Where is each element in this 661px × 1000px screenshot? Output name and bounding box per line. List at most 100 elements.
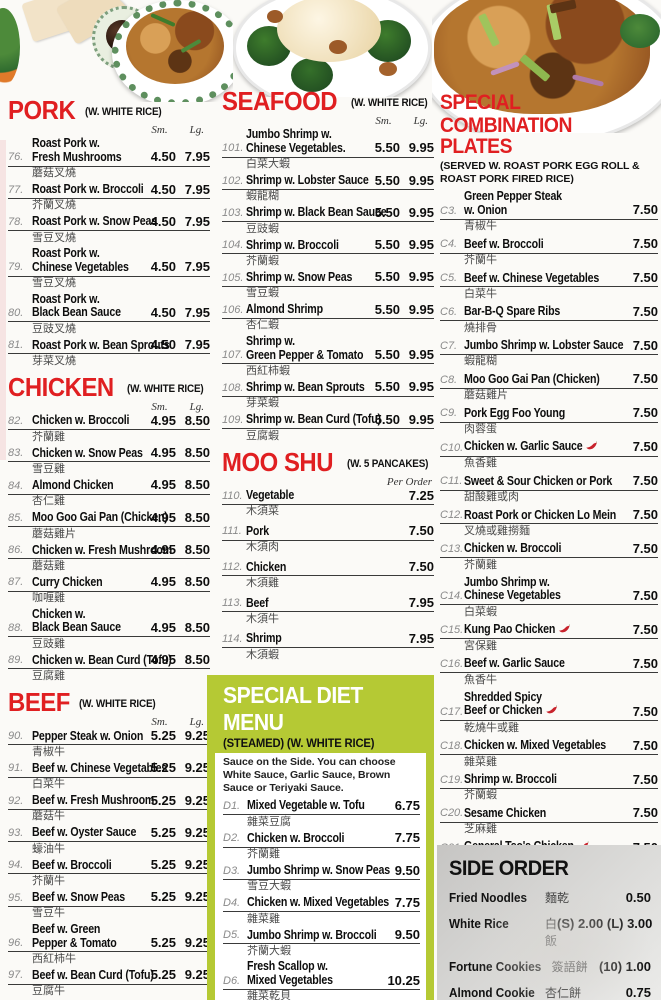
menu-item-row: D4. Chicken w. Mixed Vegetables 7.75 <box>223 895 420 913</box>
item-prices: 7.50 <box>612 541 658 556</box>
item-name: Beef w. Fresh Mushroom <box>32 793 155 808</box>
item-prices: 5.50 9.95 <box>366 302 434 317</box>
item-name: Pork <box>246 523 269 538</box>
price-column-headers: Per Order <box>222 475 434 489</box>
menu-item-row: 113. Beef 7.95 <box>222 595 434 613</box>
menu-item: 109. Shrimp w. Bean Curd (Tofu) 5.50 9.95 豆腐… <box>222 412 434 442</box>
item-name-chinese: 蘑菇牛 <box>32 810 65 823</box>
large-label: Lg. <box>413 115 428 127</box>
item-prices: 7.95 <box>388 631 434 646</box>
small-label: Sm. <box>151 124 168 136</box>
price-value: 4.50 <box>150 181 176 197</box>
price-value: 5.25 <box>150 824 176 840</box>
price-value: 9.25 <box>184 934 210 950</box>
item-name: Shrimp w. Green Pepper & Tomato <box>246 333 364 362</box>
price-value: 4.95 <box>150 652 176 668</box>
item-prices: 4.50 7.95 <box>142 181 210 197</box>
item-prices: 4.50 7.95 <box>142 149 210 164</box>
menu-item: 77. Roast Pork w. Broccoli 4.50 7.95 芥蘭叉燒 <box>8 181 210 212</box>
item-name-chinese: 雪豆牛 <box>32 907 65 920</box>
item-name: Beef w. Snow Peas <box>32 890 125 904</box>
price-value: 9.95 <box>408 172 434 188</box>
item-name-chinese: 木須雞 <box>246 576 279 589</box>
item-prices: 5.25 9.25 <box>142 967 210 982</box>
price-value: 4.95 <box>150 542 176 558</box>
item-number: D4. <box>223 896 241 909</box>
item-number: 97. <box>8 969 24 982</box>
item-name-chinese: 雜菜豆腐 <box>247 815 291 828</box>
menu-item: 94. Beef w. Broccoli 5.25 9.25 芥蘭牛 <box>8 857 210 887</box>
section-subtitle: (W. 5 PANCAKES) <box>346 457 429 470</box>
menu-item-row: 102. Shrimp w. Lobster Sauce 5.50 9.95 <box>222 172 434 190</box>
item-name: Beef w. Broccoli <box>32 857 112 872</box>
price-value: 9.95 <box>408 237 434 253</box>
chow-fun-photo <box>432 0 661 133</box>
item-name-chinese: 芽菜蝦 <box>246 397 279 410</box>
menu-item-row: 92. Beef w. Fresh Mushroom 5.25 9.25 <box>8 793 210 810</box>
item-name-chinese: 蘑菇雞 <box>32 559 65 572</box>
menu-item-row: 106. Almond Shrimp 5.50 9.95 <box>222 302 434 319</box>
item-prices: 4.95 8.50 <box>142 620 210 635</box>
menu-item-row: C5. Beef w. Chinese Vegetables 7.50 <box>440 270 658 288</box>
item-name: Roast Pork w. Bean Sprouts <box>32 337 170 352</box>
item-name: Fresh Scallop w. Mixed Vegetables <box>247 959 333 988</box>
small-label: Sm. <box>151 400 168 413</box>
section-subtitle: (W. WHITE RICE) <box>85 106 162 118</box>
price-value: 9.50 <box>394 927 420 943</box>
item-name: Shrimp w. Black Bean Sauce <box>246 205 387 220</box>
item-number: C5. <box>440 272 458 285</box>
menu-item: 105. Shrimp w. Snow Peas 5.50 9.95 雪豆蝦 <box>222 270 434 299</box>
menu-item-row: 90. Pepper Steak w. Onion 5.25 9.25 <box>8 728 210 746</box>
price-value: 9.95 <box>408 347 434 363</box>
item-prices: 5.25 9.25 <box>142 793 210 808</box>
item-name: Chicken w. Mixed Vegetables <box>247 895 390 910</box>
menu-item: C19. Shrimp w. Broccoli 7.50 芥蘭蝦 <box>440 772 658 802</box>
item-name-chinese: 木須菜 <box>246 505 279 518</box>
item-name: Shrimp <box>246 631 282 646</box>
item-name: Shrimp w. Bean Curd (Tofu) <box>246 412 381 427</box>
item-number: 107. <box>222 349 244 362</box>
menu-item-row: 108. Shrimp w. Bean Sprouts 5.50 9.95 <box>222 379 434 397</box>
item-prices: 5.50 9.95 <box>366 347 434 363</box>
price-value: 5.50 <box>374 379 400 395</box>
price-value: 9.25 <box>184 760 210 776</box>
price-value: 4.95 <box>150 509 176 525</box>
price-value: 8.50 <box>184 412 210 428</box>
scan-smudge <box>431 860 661 1000</box>
item-number: 79. <box>8 261 24 274</box>
middle-column: SEAFOOD (W. WHITE RICE) Sm. Lg. 101. Jumbo … <box>207 88 434 1000</box>
menu-item: C11. Sweet & Sour Chicken or Pork 7.50 甜酸雞或… <box>440 473 658 503</box>
menu-item-row: 83. Chicken w. Snow Peas 4.95 8.50 <box>8 445 210 463</box>
price-column-headers: Sm. Lg. <box>8 123 210 137</box>
item-name: Roast Pork or Chicken Lo Mein <box>464 507 617 522</box>
item-name-chinese: 蠔油牛 <box>32 842 65 855</box>
item-name-chinese: 乾燒牛或雞 <box>464 721 519 734</box>
menu-item-row: 94. Beef w. Broccoli 5.25 9.25 <box>8 857 210 875</box>
menu-item-row: 91. Beef w. Chinese Vegetables 5.25 9.25 <box>8 760 210 778</box>
item-prices: 7.25 <box>388 488 434 503</box>
menu-item: 84. Almond Chicken 4.95 8.50 杏仁雞 <box>8 478 210 507</box>
section-header: SPECIAL DIET MENU (STEAMED) (W. WHITE RI… <box>215 674 426 753</box>
item-number: C20. <box>440 807 464 820</box>
item-prices: 5.25 9.25 <box>142 728 210 743</box>
price-value: 7.50 <box>408 559 434 575</box>
menu-item-row: 97. Beef w. Bean Curd (Tofu) 5.25 9.25 <box>8 967 210 985</box>
price-value: 9.25 <box>184 824 210 840</box>
menu-item-row: 93. Beef w. Oyster Sauce 5.25 9.25 <box>8 824 210 843</box>
menu-item-row: 89. Chicken w. Bean Curd (Tofu) 4.95 8.50 <box>8 652 210 670</box>
item-name-chinese: 雪豆蝦 <box>246 287 279 300</box>
menu-item-row: C11. Sweet & Sour Chicken or Pork 7.50 <box>440 473 658 491</box>
item-name: Mixed Vegetable w. Tofu <box>247 798 365 813</box>
item-number: 101. <box>222 142 244 155</box>
walnut <box>379 62 397 76</box>
item-prices: 5.25 9.25 <box>142 890 210 905</box>
item-name: Beef w. Chinese Vegetables <box>32 760 168 775</box>
item-prices: 4.95 8.50 <box>142 542 210 558</box>
menu-item-row: C7. Jumbo Shrimp w. Lobster Sauce 7.50 <box>440 338 658 355</box>
menu-item: 102. Shrimp w. Lobster Sauce 5.50 9.95 蝦龍糊 <box>222 172 434 203</box>
menu-item: 106. Almond Shrimp 5.50 9.95 杏仁蝦 <box>222 302 434 332</box>
price-value: 7.50 <box>632 303 658 319</box>
menu-item-row: C13. Chicken w. Broccoli 7.50 <box>440 541 658 559</box>
price-value: 5.25 <box>150 934 176 950</box>
